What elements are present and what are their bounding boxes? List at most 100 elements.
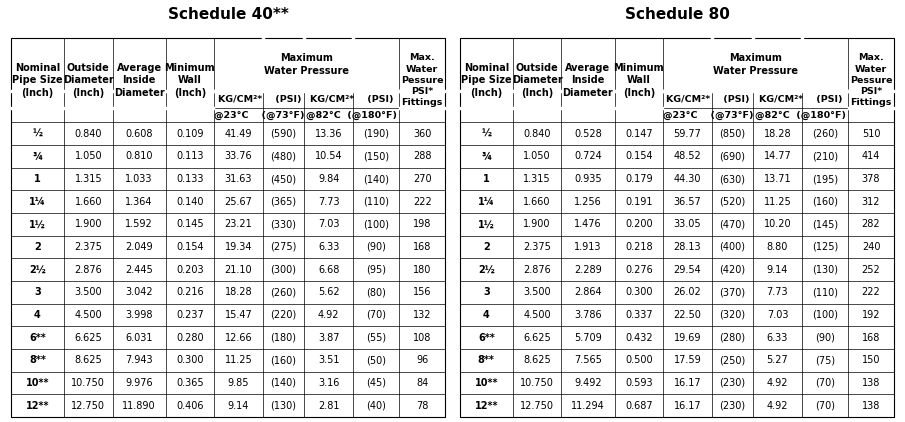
Text: 7.73: 7.73 [318, 197, 339, 207]
Text: 1.033: 1.033 [126, 174, 153, 184]
Text: 0.147: 0.147 [625, 129, 653, 139]
Text: 29.54: 29.54 [673, 265, 701, 275]
Text: 0.109: 0.109 [176, 129, 204, 139]
Text: Nominal
Pipe Size
(Inch): Nominal Pipe Size (Inch) [461, 63, 511, 97]
Text: 1¼: 1¼ [478, 197, 495, 207]
Text: (100): (100) [812, 310, 838, 320]
Text: 1.315: 1.315 [523, 174, 551, 184]
Text: 7.03: 7.03 [767, 310, 788, 320]
Text: (320): (320) [719, 310, 746, 320]
Text: 0.145: 0.145 [176, 219, 204, 229]
Text: 0.300: 0.300 [625, 287, 653, 298]
Text: 0.608: 0.608 [126, 129, 153, 139]
Text: 9.84: 9.84 [318, 174, 339, 184]
Text: 0.528: 0.528 [574, 129, 602, 139]
Text: 1.050: 1.050 [74, 151, 102, 161]
Text: 9.14: 9.14 [228, 400, 249, 411]
Text: 2.049: 2.049 [125, 242, 153, 252]
Text: (70): (70) [814, 378, 834, 388]
Text: 4.92: 4.92 [767, 400, 788, 411]
Text: 7.03: 7.03 [318, 219, 339, 229]
Text: 4.500: 4.500 [523, 310, 551, 320]
Text: ¾: ¾ [481, 151, 491, 161]
Text: ¾: ¾ [33, 151, 43, 161]
Text: 33.76: 33.76 [224, 151, 252, 161]
Text: 7.73: 7.73 [767, 287, 788, 298]
Text: 0.113: 0.113 [176, 151, 204, 161]
Text: (230): (230) [719, 400, 746, 411]
Text: 168: 168 [862, 333, 881, 343]
Text: 8**: 8** [29, 355, 46, 365]
Text: 16.17: 16.17 [673, 378, 701, 388]
Text: Max.
Water
Pessure
PSI*
Fittings: Max. Water Pessure PSI* Fittings [850, 54, 892, 107]
Text: Outside
Diameter
(Inch): Outside Diameter (Inch) [62, 63, 114, 97]
Text: 3.998: 3.998 [126, 310, 153, 320]
Text: 19.34: 19.34 [224, 242, 252, 252]
Text: 8.625: 8.625 [74, 355, 102, 365]
Text: 0.724: 0.724 [574, 151, 602, 161]
Text: 2.876: 2.876 [74, 265, 102, 275]
Text: 2.445: 2.445 [125, 265, 153, 275]
Text: (110): (110) [812, 287, 838, 298]
Text: 0.840: 0.840 [74, 129, 102, 139]
Text: 3.87: 3.87 [318, 333, 339, 343]
Text: (130): (130) [812, 265, 838, 275]
Text: 3.042: 3.042 [125, 287, 153, 298]
Text: 23.21: 23.21 [224, 219, 252, 229]
Text: 3.786: 3.786 [574, 310, 602, 320]
Text: 4.92: 4.92 [318, 310, 339, 320]
Text: (220): (220) [271, 310, 297, 320]
Text: 1.913: 1.913 [575, 242, 602, 252]
Text: KG/CM²*    (PSI): KG/CM²* (PSI) [310, 95, 394, 104]
Text: 156: 156 [413, 287, 432, 298]
Text: 0.133: 0.133 [176, 174, 204, 184]
Text: 0.300: 0.300 [176, 355, 204, 365]
Text: Max.
Water
Pessure
PSI*
Fittings: Max. Water Pessure PSI* Fittings [401, 54, 443, 107]
Text: 2.81: 2.81 [318, 400, 339, 411]
Text: (370): (370) [719, 287, 746, 298]
Bar [460, 38, 894, 417]
Text: 44.30: 44.30 [673, 174, 701, 184]
Text: (470): (470) [719, 219, 746, 229]
Text: (140): (140) [363, 174, 389, 184]
Text: 14.77: 14.77 [764, 151, 791, 161]
Text: @23°C    (@73°F): @23°C (@73°F) [214, 111, 304, 120]
Text: 6.625: 6.625 [74, 333, 102, 343]
Text: 240: 240 [862, 242, 881, 252]
Text: 10.54: 10.54 [315, 151, 342, 161]
Text: 0.203: 0.203 [176, 265, 204, 275]
Text: 6**: 6** [29, 333, 46, 343]
Text: 17.59: 17.59 [673, 355, 701, 365]
Text: 41.49: 41.49 [224, 129, 252, 139]
Text: 222: 222 [413, 197, 432, 207]
Text: 3.16: 3.16 [318, 378, 339, 388]
Text: ½: ½ [481, 129, 491, 139]
Text: 1.476: 1.476 [574, 219, 602, 229]
Text: 11.890: 11.890 [122, 400, 156, 411]
Text: (90): (90) [814, 333, 834, 343]
Text: 2: 2 [34, 242, 41, 252]
Text: 3.500: 3.500 [74, 287, 102, 298]
Text: 78: 78 [416, 400, 428, 411]
Text: 0.593: 0.593 [625, 378, 653, 388]
Text: 138: 138 [862, 378, 881, 388]
Text: 1.256: 1.256 [574, 197, 602, 207]
Text: Average
Inside
Diameter: Average Inside Diameter [114, 63, 165, 97]
Text: 138: 138 [862, 400, 881, 411]
Text: 1.900: 1.900 [523, 219, 551, 229]
Text: 2.375: 2.375 [523, 242, 551, 252]
Text: 0.500: 0.500 [625, 355, 653, 365]
Text: (195): (195) [812, 174, 838, 184]
Text: 33.05: 33.05 [673, 219, 701, 229]
Text: 150: 150 [862, 355, 881, 365]
Text: 0.365: 0.365 [176, 378, 204, 388]
Text: (690): (690) [719, 151, 746, 161]
Text: 1: 1 [34, 174, 41, 184]
Text: 18.28: 18.28 [224, 287, 252, 298]
Text: 132: 132 [413, 310, 432, 320]
Text: 1.660: 1.660 [74, 197, 102, 207]
Text: 10**: 10** [25, 378, 49, 388]
Text: 9.85: 9.85 [228, 378, 249, 388]
Text: 1¼: 1¼ [29, 197, 46, 207]
Text: (140): (140) [271, 378, 297, 388]
